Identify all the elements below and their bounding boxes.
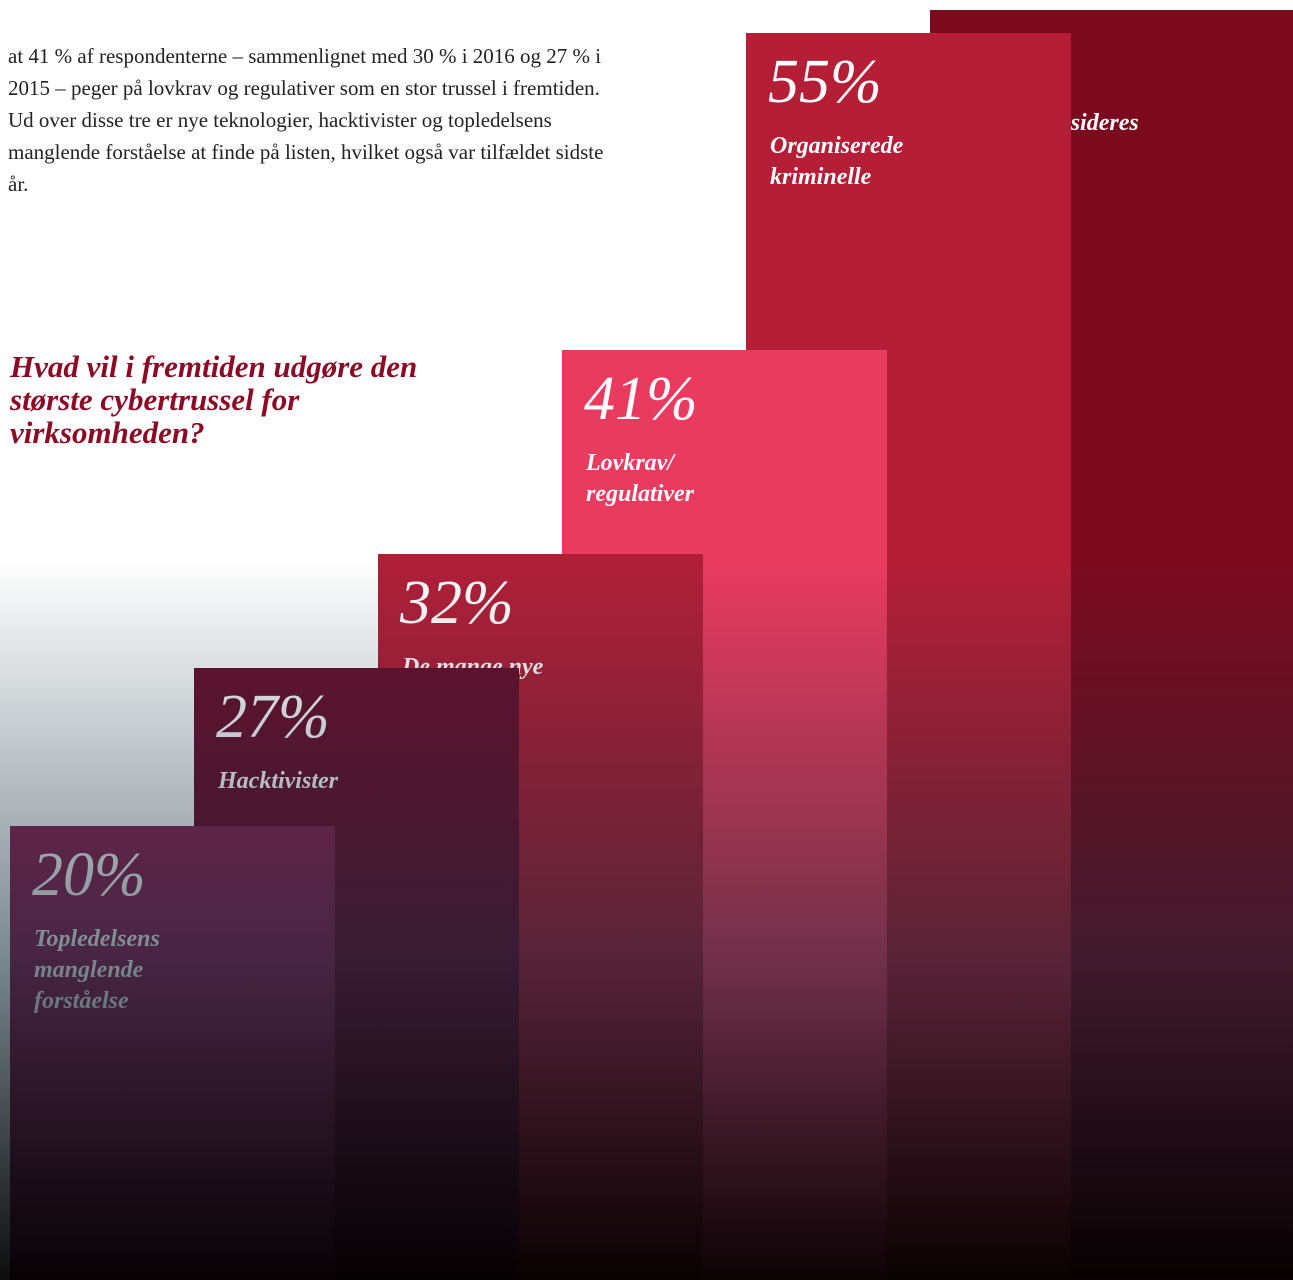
category-label: Hacktivister	[218, 767, 338, 794]
category-label: Topledelsens manglende forståelse	[34, 926, 160, 1015]
category-label: Lovkrav/ regulativer	[586, 450, 694, 508]
value-label: 55%	[768, 47, 882, 116]
value-label: 27%	[216, 682, 330, 751]
intro-text: at 41 % af respondenterne – sammenlignet…	[8, 44, 604, 196]
category-label: Organiserede kriminelle	[770, 132, 904, 190]
chart-title: Hvad vil i fremtiden udgøre den største …	[10, 349, 418, 450]
value-label: 41%	[584, 365, 698, 434]
value-label: 20%	[32, 841, 146, 910]
bar: 20% Topledelsens manglende forståelse	[10, 826, 335, 1280]
value-label: 32%	[400, 569, 514, 638]
